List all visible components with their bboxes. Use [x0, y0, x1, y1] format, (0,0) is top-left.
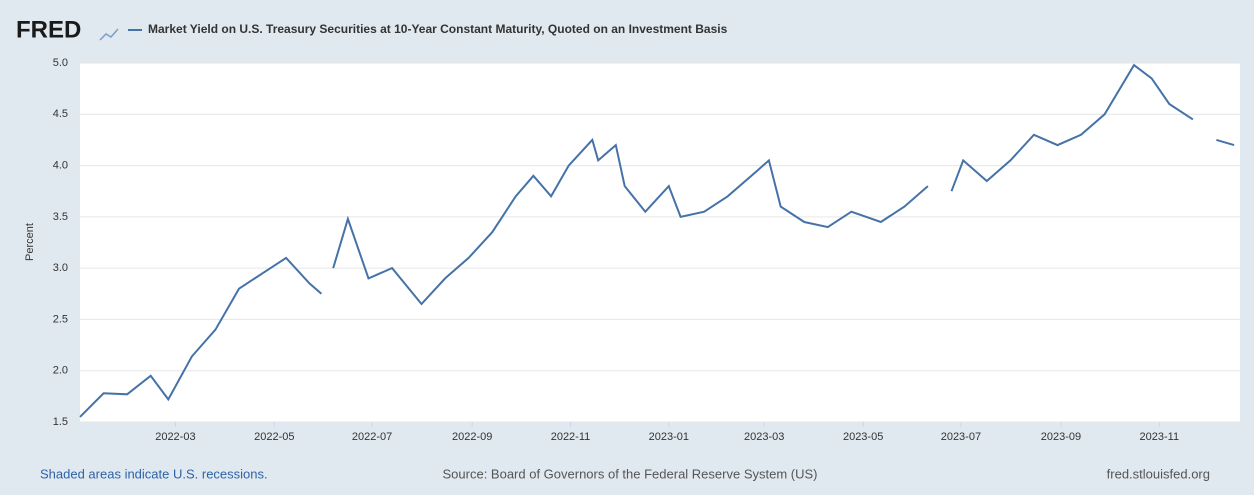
x-tick-label: 2022-05 — [254, 431, 294, 443]
x-tick-label: 2023-11 — [1140, 431, 1180, 443]
x-tick-label: 2022-09 — [452, 431, 492, 443]
x-tick-label: 2022-03 — [155, 431, 195, 443]
y-tick-label: 1.5 — [53, 416, 68, 428]
y-axis-label: Percent — [24, 223, 36, 261]
footer-note[interactable]: Shaded areas indicate U.S. recessions. — [40, 466, 268, 481]
x-tick-label: 2022-07 — [352, 431, 392, 443]
y-tick-label: 2.5 — [53, 313, 68, 325]
footer-source: Source: Board of Governors of the Federa… — [443, 466, 818, 481]
legend-text: Market Yield on U.S. Treasury Securities… — [148, 22, 728, 36]
footer-site[interactable]: fred.stlouisfed.org — [1107, 466, 1210, 481]
y-tick-label: 4.5 — [53, 108, 68, 120]
y-tick-label: 2.0 — [53, 365, 68, 377]
y-tick-label: 3.0 — [53, 262, 68, 274]
y-tick-label: 5.0 — [53, 57, 68, 69]
y-tick-label: 4.0 — [53, 159, 68, 171]
x-tick-label: 2023-05 — [843, 431, 883, 443]
data-line — [79, 63, 1235, 418]
logo-icon — [99, 28, 119, 41]
y-tick-label: 3.5 — [53, 211, 68, 223]
x-tick-label: 2023-07 — [941, 431, 981, 443]
x-tick-label: 2022-11 — [551, 431, 591, 443]
x-tick-label: 2023-03 — [744, 431, 784, 443]
plot-area — [80, 63, 1240, 422]
logo: FRED — [16, 16, 81, 43]
x-tick-label: 2023-01 — [649, 431, 689, 443]
x-tick-label: 2023-09 — [1041, 431, 1081, 443]
